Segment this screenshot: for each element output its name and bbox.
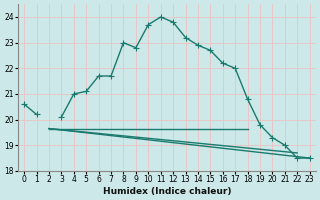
X-axis label: Humidex (Indice chaleur): Humidex (Indice chaleur) [103, 187, 231, 196]
